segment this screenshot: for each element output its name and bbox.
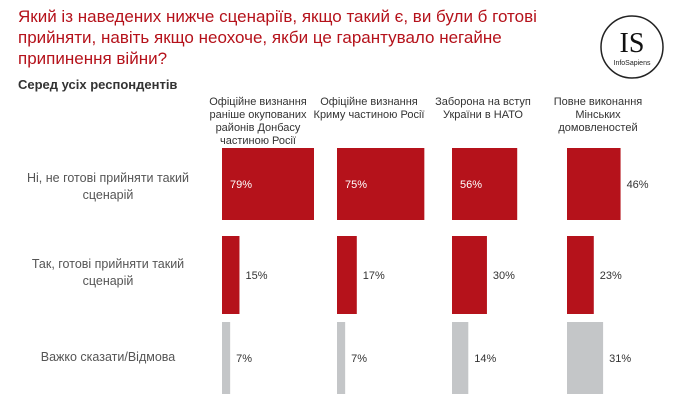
- data-label-ready-minsk: 23%: [600, 270, 622, 282]
- data-label-not-ready-nato: 56%: [460, 179, 482, 191]
- data-label-not-ready-donbas: 79%: [230, 179, 252, 191]
- data-label-ready-nato: 30%: [493, 270, 515, 282]
- row-label-not-ready: Ні, не готові прийняти такий сценарій: [27, 171, 189, 202]
- infosapiens-logo: IS InfoSapiens: [600, 15, 664, 79]
- data-label-not-ready-minsk: 46%: [627, 179, 649, 191]
- row-label-hard-to-say: Важко сказати/Відмова: [40, 350, 176, 364]
- bar-hard-to-say-nato: [452, 322, 469, 394]
- bar-hard-to-say-donbas: [222, 322, 231, 394]
- bar-ready-minsk: [567, 236, 594, 314]
- logo-text: InfoSapiens: [614, 60, 651, 67]
- bar-ready-donbas: [222, 236, 240, 314]
- chart-title: Який із наведених нижче сценаріїв, якщо …: [18, 7, 537, 68]
- bar-hard-to-say-crimea: [337, 322, 346, 394]
- data-label-hard-to-say-donbas: 7%: [236, 353, 252, 365]
- bar-ready-nato: [452, 236, 487, 314]
- row-label-ready: Так, готові прийняти такий сценарій: [31, 257, 185, 288]
- bar-ready-crimea: [337, 236, 357, 314]
- data-label-not-ready-crimea: 75%: [345, 179, 367, 191]
- column-header-crimea: Офіційне визнання Криму частиною Росії: [313, 96, 425, 121]
- data-label-hard-to-say-minsk: 31%: [609, 353, 631, 365]
- data-label-hard-to-say-nato: 14%: [474, 353, 496, 365]
- bar-hard-to-say-minsk: [567, 322, 604, 394]
- column-header-minsk: Повне виконання Мінських домовленостей: [553, 96, 643, 134]
- data-label-ready-donbas: 15%: [245, 270, 267, 282]
- chart-subtitle: Серед усіх респондентів: [18, 77, 178, 92]
- data-label-hard-to-say-crimea: 7%: [351, 353, 367, 365]
- bar-not-ready-crimea: [337, 148, 425, 220]
- bar-not-ready-donbas: [222, 148, 314, 220]
- logo-letters: IS: [620, 28, 645, 59]
- column-header-donbas: Офіційне визнання раніше окупованих райо…: [209, 96, 307, 147]
- bar-not-ready-nato: [452, 148, 518, 220]
- column-header-nato: Заборона на вступ України в НАТО: [435, 96, 531, 121]
- bar-not-ready-minsk: [567, 148, 621, 220]
- data-label-ready-crimea: 17%: [363, 270, 385, 282]
